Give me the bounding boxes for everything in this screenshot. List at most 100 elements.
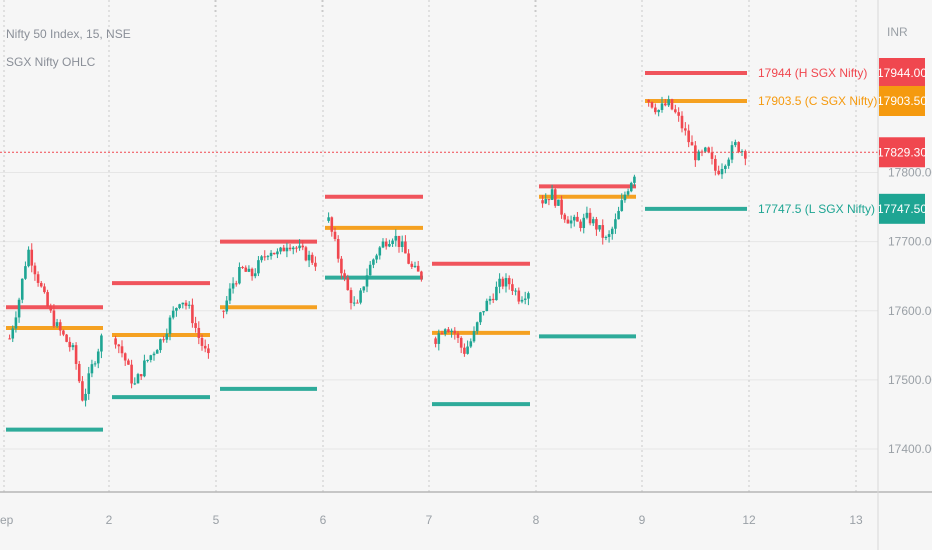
candle-body [714,158,717,171]
candle-body [501,278,505,287]
candle-body [295,247,298,249]
candle-body [285,247,289,252]
candle-body [654,107,657,113]
candle-body [381,241,385,248]
candle-body [120,346,124,354]
candle-body [310,254,314,263]
candle-body [491,298,495,301]
candle-body [523,298,527,300]
currency-label: INR [887,25,908,39]
candle-body [384,241,388,247]
candle-body [65,334,68,342]
candle-body [24,266,27,279]
candle-body [657,109,660,113]
candle-body [717,170,720,175]
candle-body [197,327,201,338]
candle-body [133,383,137,385]
candle-body [74,345,78,364]
candle-body [253,273,257,277]
candle-body [130,364,133,384]
x-tick-label: 8 [533,513,540,527]
candle-body [560,199,563,215]
candle-body [207,348,210,354]
candle-body [626,191,630,195]
candle-body [482,311,485,313]
candle-body [677,112,680,116]
candle-body [62,330,65,335]
candle-body [453,330,457,334]
candle-body [694,145,697,161]
candle-body [291,247,295,250]
candle-body [511,284,514,292]
candle-body [674,109,677,113]
candle-body [171,310,175,318]
candle-body [187,304,191,306]
candle-body [404,241,407,254]
candle-body [33,265,37,275]
candle-body [456,333,460,338]
candle-body [660,103,664,110]
candle-body [595,219,598,230]
candle-body [58,322,62,331]
candle-body [397,235,401,247]
candle-body [228,288,232,301]
candle-body [276,251,279,255]
candle-body [707,147,710,153]
candle-body [469,341,473,347]
candle-body [298,245,301,249]
candle-body [225,300,229,312]
candle-body [576,216,579,222]
candle-body [266,256,270,258]
candle-body [375,255,378,260]
candle-body [514,290,517,292]
candle-body [301,245,305,248]
x-tick-label: 2 [106,513,113,527]
x-tick-label: 13 [849,513,863,527]
candle-body [8,338,11,340]
candle-body [388,244,391,247]
price-tag-low [879,193,925,224]
candle-body [667,99,670,106]
candle-body [557,199,560,206]
sgx-high-label: 17944 (H SGX Nifty) [758,66,867,80]
x-tick-label: 9 [639,513,646,527]
candle-body [550,189,554,200]
candle-body [690,142,694,146]
candle-body [269,252,273,257]
candle-body [372,259,375,265]
candle-body [437,333,441,344]
candle-body [159,339,162,351]
candle-body [81,381,84,401]
x-tick-label: 12 [742,513,756,527]
candle-body [604,236,608,238]
candle-body [697,151,700,161]
candle-body [27,249,30,267]
candle-body [680,115,684,129]
candle-body [117,344,121,347]
candle-body [36,274,40,283]
candle-body [466,346,469,354]
candle-body [123,353,127,361]
candle-body [569,220,573,224]
candle-body [744,151,747,159]
candle-body [378,247,382,256]
candle-body [579,221,582,229]
candle-body [507,278,511,285]
candle-body [485,300,489,312]
candle-body [11,328,15,339]
candle-body [222,310,225,312]
candle-body [168,317,172,334]
candle-body [650,101,654,108]
candle-body [200,337,204,346]
price-tag-close-text: 17903.50 [877,94,927,108]
candle-body [591,219,595,224]
candle-body [504,278,508,287]
y-tick-label: 17500.00 [888,373,932,387]
candle-body [544,199,548,204]
candle-body [84,393,87,401]
candle-body [191,304,194,324]
candle-body [333,231,337,240]
candle-body [495,286,498,301]
